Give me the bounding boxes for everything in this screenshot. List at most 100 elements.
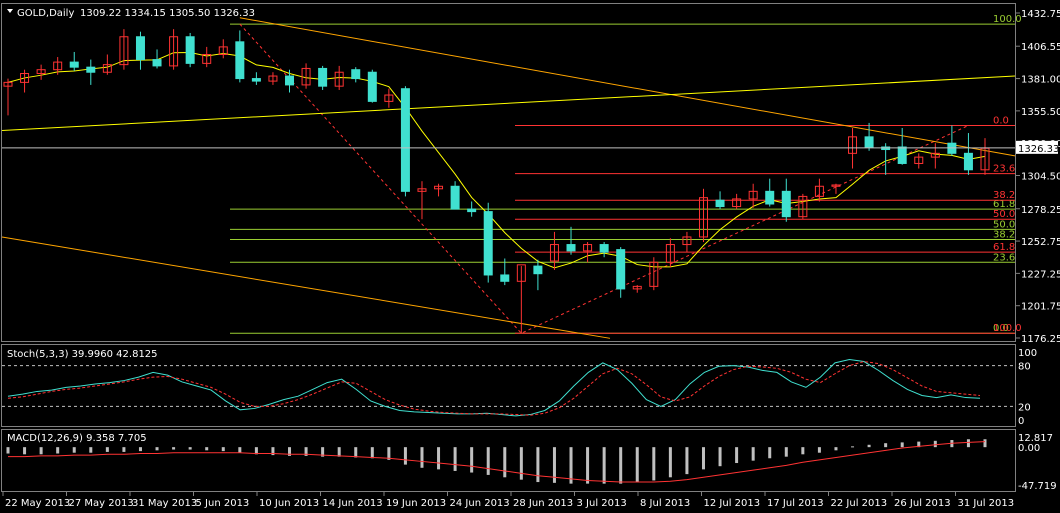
price-tick-label: 1406.55 (1021, 42, 1060, 53)
price-tick-label: 1227.25 (1021, 269, 1060, 280)
macd-histogram-bar (966, 439, 970, 448)
candle-body (583, 244, 593, 252)
macd-histogram-bar (453, 447, 457, 471)
descending-trendline (239, 17, 1016, 157)
candle (483, 202, 493, 283)
date-tick-label: 26 Jul 2013 (894, 498, 951, 509)
candle-body (963, 152, 973, 171)
macd-histogram-bar (288, 447, 292, 456)
macd-histogram-bar (486, 447, 490, 475)
candle-body (218, 46, 228, 55)
candle-body (301, 67, 311, 86)
candle-body (864, 136, 874, 148)
macd-histogram-bar (188, 447, 192, 450)
candle (400, 86, 410, 197)
candle (135, 31, 145, 70)
candle-body (367, 71, 377, 102)
candle-body (665, 244, 675, 263)
symbol-label: GOLD,Daily (17, 8, 74, 19)
fib-level-label: 38.2 (993, 229, 1015, 240)
date-tick-label: 17 Jul 2013 (767, 498, 824, 509)
macd-histogram-bar (56, 447, 60, 454)
candle-body (732, 198, 742, 208)
candle (318, 65, 328, 90)
date-tick-label: 8 Jul 2013 (640, 498, 690, 509)
macd-histogram-bar (701, 447, 705, 470)
fib-level-label: 23.6 (993, 252, 1015, 263)
macd-histogram-bar (172, 447, 176, 450)
macd-panel-border (1, 429, 1016, 492)
macd-signal-line (8, 441, 986, 483)
macd-histogram-bar (420, 447, 424, 468)
candle (417, 181, 427, 220)
candle (732, 193, 742, 210)
candle-body (36, 69, 46, 75)
macd-histogram-bar (586, 447, 590, 484)
stoch-k-line (7, 358, 981, 417)
candle (169, 29, 179, 70)
candle (251, 72, 261, 85)
candle-body (848, 136, 858, 154)
macd-histogram-bar (105, 447, 109, 452)
date-tick-label: 24 Jun 2013 (450, 498, 510, 509)
date-tick-label: 31 May 2013 (132, 498, 197, 509)
macd-histogram-bar (536, 447, 540, 483)
candle (632, 285, 642, 293)
macd-histogram-bar (370, 447, 374, 459)
candle (831, 183, 841, 194)
macd-histogram-bar (89, 447, 93, 453)
candle (53, 57, 63, 75)
dropdown-triangle-icon[interactable] (7, 9, 13, 13)
stoch-label: Stoch(5,3,3) 39.9960 42.8125 (7, 349, 158, 360)
candle (963, 133, 973, 175)
fib-level-label: 61.8 (993, 242, 1015, 253)
macd-histogram-bar (72, 447, 76, 453)
stoch-tick-label: 80 (1018, 362, 1031, 373)
candle-body (417, 188, 427, 192)
candlesticks (3, 29, 990, 334)
candle-body (318, 67, 328, 87)
macd-histogram-bar (205, 447, 209, 451)
candle (698, 188, 708, 243)
macd-histogram-bar (23, 447, 27, 455)
candle (897, 127, 907, 165)
candle (20, 69, 30, 93)
candle-body (285, 75, 295, 86)
candle-body (616, 249, 626, 290)
macd-histogram-bar (304, 447, 308, 456)
macd-histogram-bar (851, 446, 855, 448)
macd-histogram-bar (337, 447, 341, 457)
candle (765, 178, 775, 207)
candle-body (135, 36, 145, 61)
macd-histogram-bar (437, 447, 441, 470)
candle-body (185, 36, 195, 64)
macd-tick-label: 12.817 (1018, 433, 1053, 444)
main-price-panel[interactable]: 100.061.850.038.223.60.00.023.638.250.06… (1, 3, 1060, 346)
macd-histogram-bar (983, 439, 987, 448)
candle-body (152, 59, 162, 67)
candle (202, 46, 212, 68)
macd-histogram-bar (503, 447, 507, 478)
candle-body (533, 265, 543, 275)
current-price-box (1016, 140, 1058, 154)
macd-histogram-bar (470, 447, 474, 473)
candle (36, 64, 46, 80)
date-tick-label: 10 Jun 2013 (259, 498, 319, 509)
macd-histogram-bar (271, 447, 275, 456)
fib-level-label: 61.8 (993, 199, 1015, 210)
macd-tick-label: 0.00 (1018, 443, 1040, 454)
candle (715, 191, 725, 210)
candle-body (500, 274, 510, 282)
candle-body (119, 36, 129, 66)
candle-body (930, 152, 940, 158)
candle-body (69, 61, 79, 68)
candle (914, 153, 924, 169)
candle-body (516, 264, 526, 282)
candle-body (384, 94, 394, 102)
stochastic-panel[interactable]: 100 80 20 0 Stoch(5,3,3) 39.9960 42.8125 (1, 344, 1038, 428)
candle (549, 231, 559, 270)
candle (102, 54, 112, 75)
